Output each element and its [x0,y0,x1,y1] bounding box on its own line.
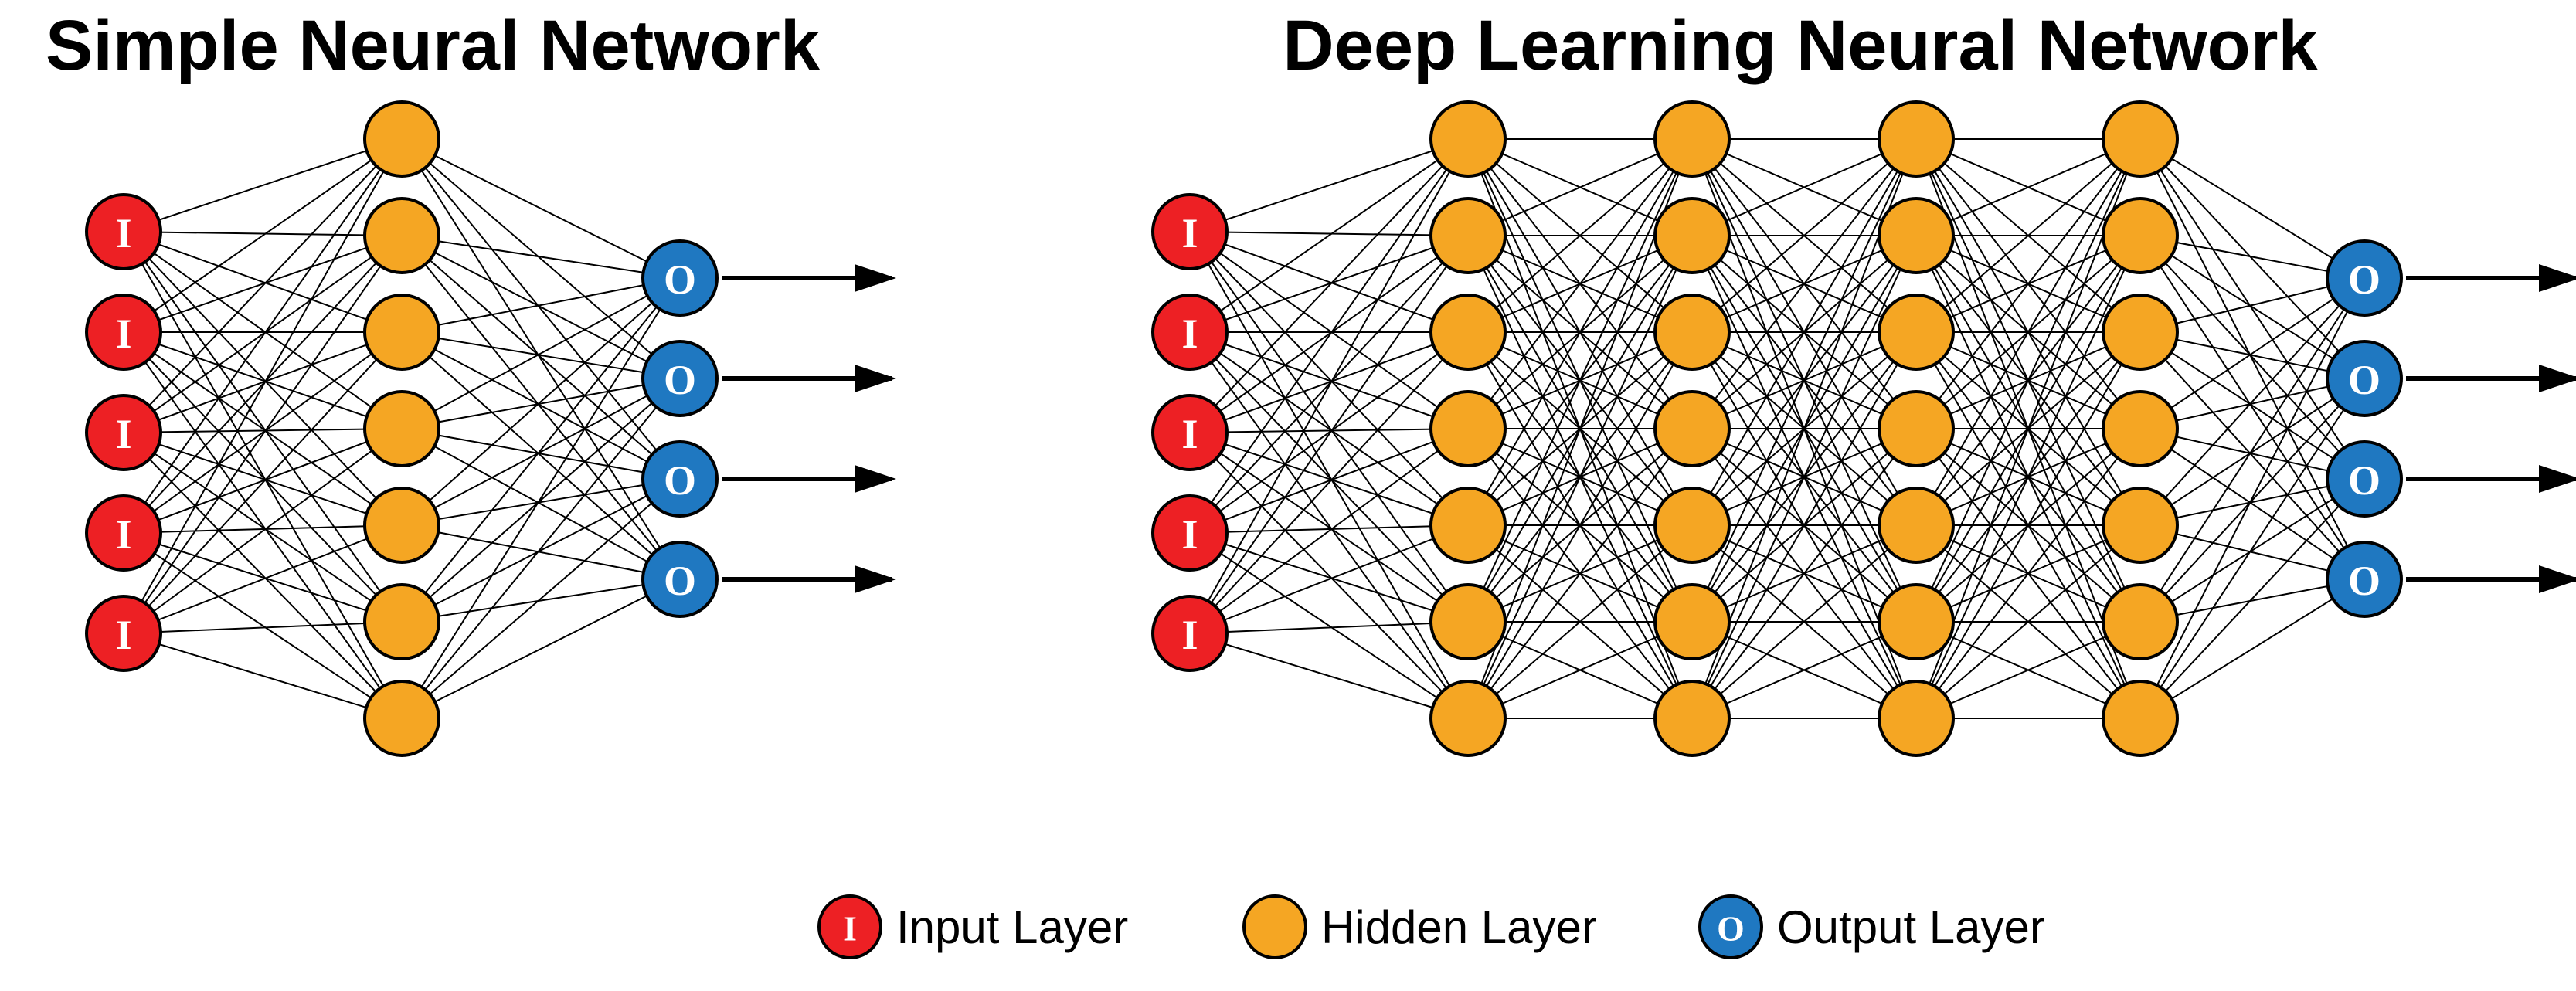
hidden-node [1431,102,1505,176]
legend-label-output: Output Layer [1777,901,2045,953]
hidden-node [1655,199,1729,273]
diagram-svg: Simple Neural Network I I I I I O O O O Deep Learn… [0,0,2576,991]
input-node-label: I [1181,311,1198,357]
hidden-node [365,392,439,466]
output-node-label: O [2348,357,2381,403]
output-node-label: O [664,558,696,604]
hidden-node [2103,295,2177,369]
hidden-node [2103,392,2177,466]
input-node-label: I [1181,612,1198,658]
hidden-node [365,488,439,562]
hidden-node [1879,199,1953,273]
hidden-node [2103,585,2177,659]
hidden-node [1431,681,1505,755]
input-node-label: I [115,210,131,256]
page-root: Simple Neural Network I I I I I O O O O Deep Learn… [0,0,2576,991]
hidden-node [1879,681,1953,755]
hidden-node [1655,488,1729,562]
input-node-label: I [1181,210,1198,256]
legend-swatch-hidden [1244,896,1306,958]
output-node-label: O [664,256,696,303]
hidden-node [2103,199,2177,273]
hidden-node [365,199,439,273]
hidden-node [1655,681,1729,755]
hidden-node [1879,392,1953,466]
input-node-label: I [115,511,131,558]
legend-label-input: Input Layer [896,901,1128,953]
hidden-node [1879,585,1953,659]
input-node-label: I [115,612,131,658]
legend-label-hidden: Hidden Layer [1321,901,1597,953]
hidden-node [1431,295,1505,369]
hidden-node [2103,488,2177,562]
output-node-label: O [2348,457,2381,504]
hidden-node [1431,392,1505,466]
hidden-node [1879,488,1953,562]
output-node-label: O [664,457,696,504]
hidden-node [1655,295,1729,369]
title-simple: Simple Neural Network [46,6,821,85]
input-node-label: I [1181,411,1198,457]
hidden-node [1431,488,1505,562]
hidden-node [1431,199,1505,273]
hidden-node [2103,681,2177,755]
output-node-label: O [2348,256,2381,303]
input-node-label: I [115,311,131,357]
hidden-node [1655,585,1729,659]
output-node-label: O [2348,558,2381,604]
input-node-label: I [1181,511,1198,558]
input-node-label: I [115,411,131,457]
hidden-node [2103,102,2177,176]
hidden-node [365,681,439,755]
hidden-node [365,295,439,369]
hidden-node [1879,295,1953,369]
hidden-node [1431,585,1505,659]
output-node-label: O [664,357,696,403]
hidden-node [1655,392,1729,466]
hidden-node [1655,102,1729,176]
legend: I Input Layer Hidden Layer O Output Layer [819,896,2045,958]
hidden-node [365,585,439,659]
hidden-node [365,102,439,176]
legend-swatch-letter-input: I [843,909,857,949]
title-deep: Deep Learning Neural Network [1283,6,2318,85]
legend-swatch-letter-output: O [1717,909,1745,949]
hidden-node [1879,102,1953,176]
